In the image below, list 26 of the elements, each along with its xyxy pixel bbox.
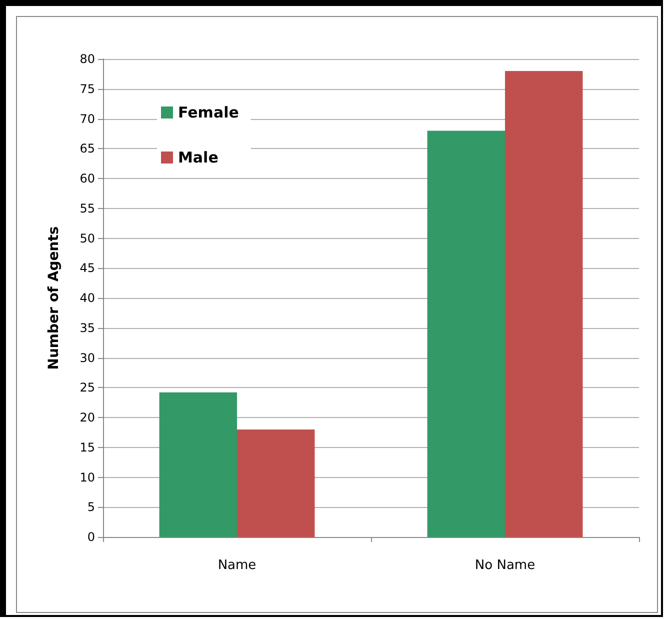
y-tick-label: 25 [80,380,95,395]
bar [427,130,505,537]
y-tick-label: 60 [80,172,95,186]
x-tick-label: Name [218,558,256,573]
y-tick-label: 5 [87,500,95,514]
y-tick-label: 10 [80,470,95,484]
y-tick-label: 0 [87,530,95,544]
y-tick-label: 65 [80,142,95,156]
y-tick-label: 75 [80,82,95,96]
y-axis-title: Number of Agents [46,226,62,370]
legend-label: Male [178,148,218,166]
bar [505,70,583,537]
y-tick-label: 30 [80,350,95,365]
y-tick-label: 50 [80,231,95,246]
y-tick-label: 40 [80,291,95,305]
legend-label: Female [178,104,239,122]
y-tick-label: 80 [80,52,95,66]
y-tick-label: 70 [80,112,95,126]
y-tick-label: 45 [80,261,95,276]
y-tick-label: 55 [80,201,95,216]
y-tick-label: 15 [80,440,95,454]
y-tick-label: 20 [80,410,95,424]
bar [237,429,315,537]
x-tick-label: No Name [474,558,536,573]
y-tick-label: 35 [80,320,95,335]
bar [159,392,237,537]
